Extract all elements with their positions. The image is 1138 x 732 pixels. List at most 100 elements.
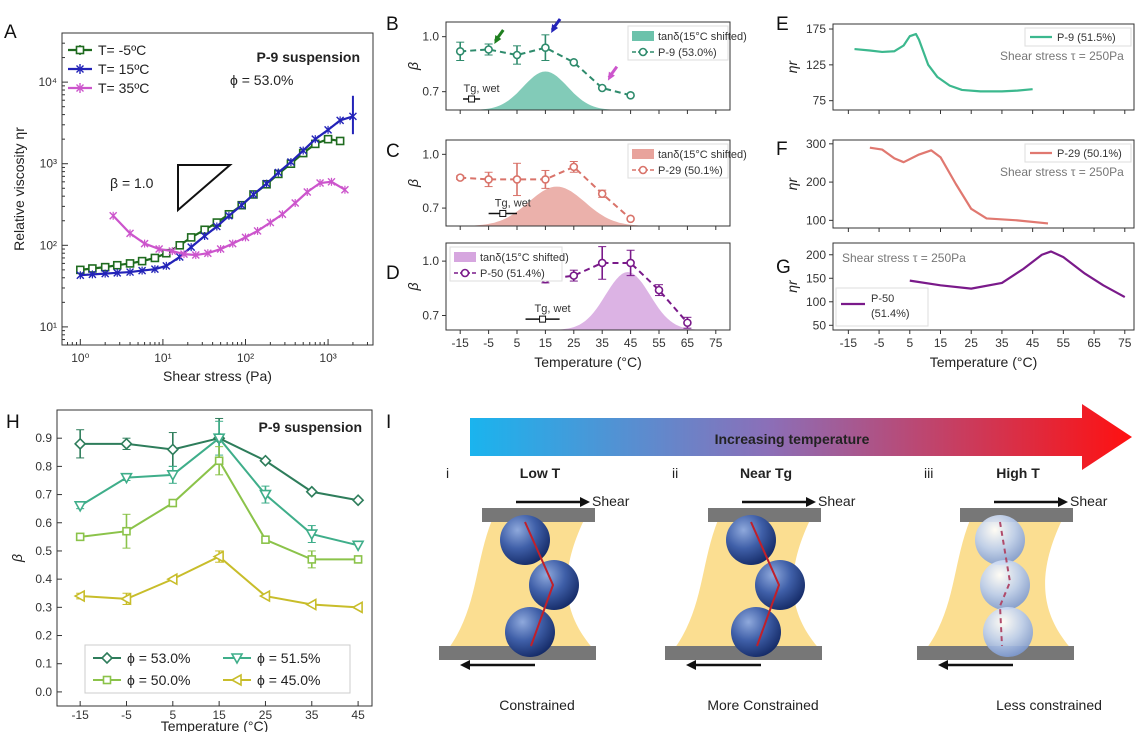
legend-marker xyxy=(76,65,84,73)
legend-swatch xyxy=(632,149,654,159)
tg-label: Tg, wet xyxy=(495,197,531,209)
legend-label: T= 15ºC xyxy=(98,61,149,77)
plot-frame xyxy=(832,139,1135,229)
series-3 xyxy=(109,177,349,260)
legend-marker xyxy=(638,47,648,57)
legend-marker xyxy=(638,165,648,175)
top-plate xyxy=(482,508,595,522)
data-point xyxy=(168,498,178,508)
series-line xyxy=(80,138,341,271)
panel-roman: iii xyxy=(924,465,933,481)
data-point xyxy=(261,535,270,544)
x-tick-label: -5 xyxy=(874,336,885,350)
data-point xyxy=(340,185,349,194)
data-point xyxy=(512,50,522,60)
panel-roman: ii xyxy=(672,465,678,481)
tan-delta-shade xyxy=(446,71,730,110)
chart-title: P-9 suspension xyxy=(259,419,362,435)
legend-marker xyxy=(75,45,85,55)
legend-swatch xyxy=(632,31,654,41)
series-2 xyxy=(76,95,357,280)
data-point xyxy=(212,550,224,563)
data-point xyxy=(291,199,300,207)
y-tick-label: 150 xyxy=(806,271,826,285)
plot-frame xyxy=(56,409,373,707)
data-point xyxy=(155,245,164,254)
legend-marker xyxy=(76,84,84,92)
y-tick-label: 200 xyxy=(806,175,826,189)
chart-e: 75 125 175 ηr Shear stress τ = 250Pa P-9 (51.… xyxy=(784,22,1135,114)
data-point xyxy=(120,472,133,485)
data-point xyxy=(126,268,135,277)
data-point xyxy=(316,179,325,188)
data-point xyxy=(335,136,345,146)
slope-triangle xyxy=(177,164,233,213)
fluid-region xyxy=(672,520,822,652)
x-tick-label: 55 xyxy=(1057,336,1071,350)
shear-note: Shear stress τ = 250Pa xyxy=(1000,165,1124,179)
data-point xyxy=(187,243,196,252)
data-point xyxy=(262,179,271,188)
particle xyxy=(731,607,781,657)
y-tick-label: 200 xyxy=(806,248,826,262)
particle xyxy=(505,607,555,657)
series-line xyxy=(854,32,1033,93)
data-point xyxy=(253,226,262,235)
legend: T= -5ºC T= 15ºC T= 35ºC xyxy=(68,42,149,96)
y-tick-label: 10¹ xyxy=(40,320,57,334)
y-tick-label: 0.7 xyxy=(422,85,439,99)
force-chain xyxy=(524,521,555,647)
x-tick-label: 65 xyxy=(681,336,695,350)
chart-c: 0.7 1.0 β Tg, wet tanδ(15°C shifted) P-29 (50… xyxy=(405,139,747,230)
series-line xyxy=(869,146,1049,225)
x-tick-label: 35 xyxy=(305,708,319,722)
data-point xyxy=(323,134,333,144)
y-tick-label: 1.0 xyxy=(422,30,439,44)
x-axis-label: Temperature (°C) xyxy=(161,718,269,732)
data-point xyxy=(258,589,271,603)
x-tick-label: 15 xyxy=(934,336,948,350)
data-point xyxy=(214,456,224,466)
x-tick-label: 5 xyxy=(514,336,521,350)
data-point xyxy=(166,572,178,586)
legend-label: tanδ(15°C shifted) xyxy=(658,31,747,43)
data-point xyxy=(336,116,345,125)
fluid-region xyxy=(446,520,596,652)
x-tick-label: 15 xyxy=(212,708,226,722)
tg-marker xyxy=(499,209,507,217)
plot-frame xyxy=(445,242,731,331)
panel-caption: More Constrained xyxy=(707,697,818,713)
legend: ϕ = 53.0% ϕ = 51.5% ϕ = 50.0% ϕ = 45.0% xyxy=(84,644,351,694)
data-point xyxy=(125,259,135,268)
shear-arrowhead-top xyxy=(580,497,590,507)
data-point xyxy=(683,318,692,328)
data-point xyxy=(303,188,312,197)
panel-label-i: I xyxy=(386,412,391,433)
x-tick-label: 35 xyxy=(596,336,610,350)
x-tick-label: 10³ xyxy=(319,351,336,365)
data-point xyxy=(274,168,283,177)
legend: P-9 (51.5%) xyxy=(1024,27,1132,47)
data-point xyxy=(75,532,85,542)
legend: P-29 (50.1%) xyxy=(1024,143,1132,163)
legend-label: P-50 (51.4%) xyxy=(480,268,545,280)
data-point xyxy=(351,494,365,507)
series-line xyxy=(909,250,1126,299)
data-point xyxy=(626,214,635,224)
x-axis-label: Shear stress (Pa) xyxy=(163,368,272,384)
y-tick-label: 125 xyxy=(806,58,826,72)
data-point xyxy=(237,201,246,210)
data-point xyxy=(324,125,333,134)
data-point xyxy=(626,91,635,100)
x-tick-label: 5 xyxy=(169,708,176,722)
x-axis-label: Temperature (°C) xyxy=(930,354,1038,370)
data-point xyxy=(88,270,97,279)
pointer-arrowhead xyxy=(551,24,559,33)
chart-title: P-9 suspension xyxy=(257,49,360,65)
data-point xyxy=(597,258,607,268)
shear-note: Shear stress τ = 250Pa xyxy=(1000,49,1124,63)
y-tick-label: 10⁴ xyxy=(38,75,57,89)
y-tick-label: 0.1 xyxy=(35,657,52,671)
x-tick-label: 65 xyxy=(1087,336,1101,350)
panel-label-f: F xyxy=(776,139,788,160)
